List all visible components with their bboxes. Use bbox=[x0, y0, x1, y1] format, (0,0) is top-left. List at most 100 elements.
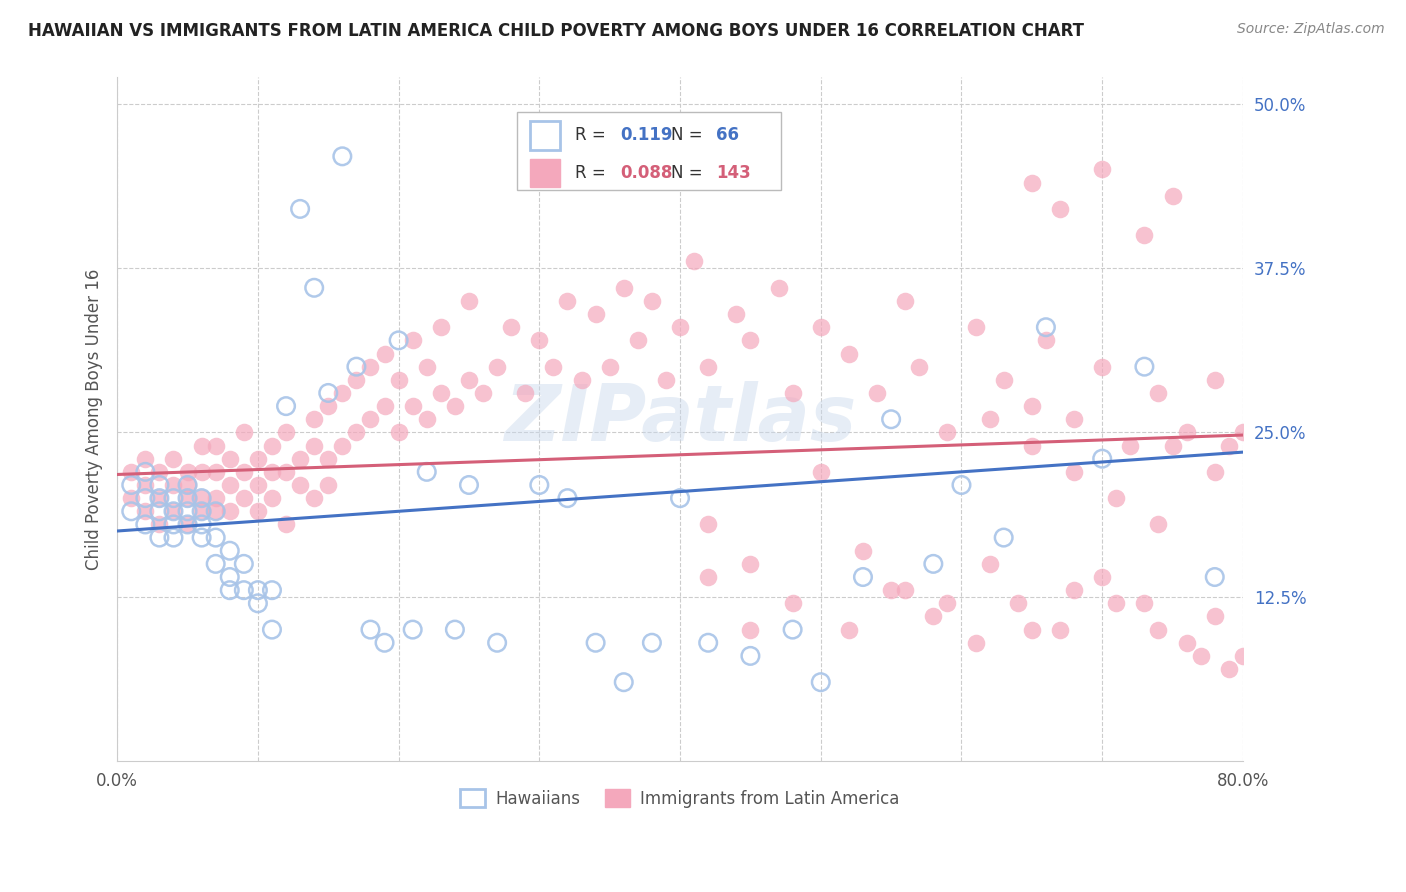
Point bbox=[162, 504, 184, 518]
Point bbox=[302, 438, 325, 452]
Point bbox=[204, 438, 226, 452]
Point bbox=[134, 491, 156, 505]
Point bbox=[1105, 491, 1128, 505]
Point bbox=[416, 465, 439, 479]
Point bbox=[1035, 320, 1057, 334]
Point bbox=[683, 254, 706, 268]
Point bbox=[374, 636, 396, 650]
FancyBboxPatch shape bbox=[517, 112, 782, 190]
Point bbox=[529, 334, 551, 348]
Point bbox=[288, 478, 311, 492]
Point bbox=[486, 359, 509, 374]
Point bbox=[134, 465, 156, 479]
Point bbox=[641, 636, 664, 650]
Point bbox=[218, 451, 240, 466]
Point bbox=[529, 478, 551, 492]
Point bbox=[302, 491, 325, 505]
Point bbox=[965, 636, 987, 650]
Point bbox=[359, 412, 381, 426]
Point bbox=[388, 373, 411, 387]
Point bbox=[697, 636, 720, 650]
Text: N =: N = bbox=[671, 164, 707, 182]
Point bbox=[190, 504, 212, 518]
Point bbox=[599, 359, 621, 374]
Point bbox=[697, 359, 720, 374]
Y-axis label: Child Poverty Among Boys Under 16: Child Poverty Among Boys Under 16 bbox=[86, 268, 103, 570]
Point bbox=[1147, 517, 1170, 532]
Point bbox=[1189, 648, 1212, 663]
Point bbox=[316, 386, 339, 401]
Point bbox=[922, 557, 945, 571]
Point bbox=[993, 373, 1015, 387]
Point bbox=[458, 478, 481, 492]
Point bbox=[1021, 176, 1043, 190]
Point bbox=[190, 531, 212, 545]
Point bbox=[1175, 425, 1198, 440]
Point bbox=[852, 570, 875, 584]
Point bbox=[669, 320, 692, 334]
Point bbox=[908, 359, 931, 374]
FancyBboxPatch shape bbox=[530, 159, 560, 187]
Point bbox=[1021, 399, 1043, 413]
Point bbox=[374, 399, 396, 413]
Point bbox=[838, 346, 860, 360]
Point bbox=[260, 491, 283, 505]
Point bbox=[725, 307, 748, 321]
Point bbox=[1204, 373, 1226, 387]
Point bbox=[388, 334, 411, 348]
Point bbox=[838, 623, 860, 637]
Point bbox=[162, 517, 184, 532]
Point bbox=[204, 504, 226, 518]
Point bbox=[120, 478, 142, 492]
Point bbox=[1091, 162, 1114, 177]
Point bbox=[260, 465, 283, 479]
Point bbox=[190, 465, 212, 479]
Text: HAWAIIAN VS IMMIGRANTS FROM LATIN AMERICA CHILD POVERTY AMONG BOYS UNDER 16 CORR: HAWAIIAN VS IMMIGRANTS FROM LATIN AMERIC… bbox=[28, 22, 1084, 40]
Point bbox=[134, 517, 156, 532]
Point bbox=[330, 386, 353, 401]
Point bbox=[344, 373, 367, 387]
Point bbox=[190, 517, 212, 532]
Point bbox=[330, 149, 353, 163]
Point bbox=[120, 504, 142, 518]
Text: R =: R = bbox=[575, 126, 612, 145]
Point bbox=[162, 478, 184, 492]
Point bbox=[740, 334, 762, 348]
Point bbox=[274, 465, 297, 479]
Point bbox=[232, 465, 254, 479]
Point bbox=[162, 491, 184, 505]
Point bbox=[1133, 228, 1156, 243]
Point bbox=[148, 531, 170, 545]
Point bbox=[852, 543, 875, 558]
Point bbox=[246, 596, 269, 610]
Point bbox=[1161, 438, 1184, 452]
Legend: Hawaiians, Immigrants from Latin America: Hawaiians, Immigrants from Latin America bbox=[454, 782, 907, 814]
Point bbox=[316, 451, 339, 466]
Point bbox=[218, 570, 240, 584]
Point bbox=[782, 623, 804, 637]
Point bbox=[176, 517, 198, 532]
Text: 0.088: 0.088 bbox=[620, 164, 672, 182]
Point bbox=[316, 399, 339, 413]
Point bbox=[1091, 359, 1114, 374]
Point bbox=[965, 320, 987, 334]
Point bbox=[402, 623, 425, 637]
Point bbox=[148, 491, 170, 505]
Point bbox=[571, 373, 593, 387]
Point bbox=[1063, 583, 1085, 598]
Point bbox=[246, 504, 269, 518]
Point bbox=[134, 451, 156, 466]
Text: ZIPatlas: ZIPatlas bbox=[503, 381, 856, 458]
Point bbox=[176, 478, 198, 492]
Point bbox=[1161, 188, 1184, 202]
Point bbox=[1091, 451, 1114, 466]
Point bbox=[232, 583, 254, 598]
Point bbox=[936, 425, 959, 440]
Point bbox=[585, 636, 607, 650]
Point bbox=[1232, 648, 1254, 663]
Point bbox=[768, 281, 790, 295]
Point bbox=[613, 675, 636, 690]
Point bbox=[1119, 438, 1142, 452]
Point bbox=[176, 478, 198, 492]
Point bbox=[430, 386, 453, 401]
